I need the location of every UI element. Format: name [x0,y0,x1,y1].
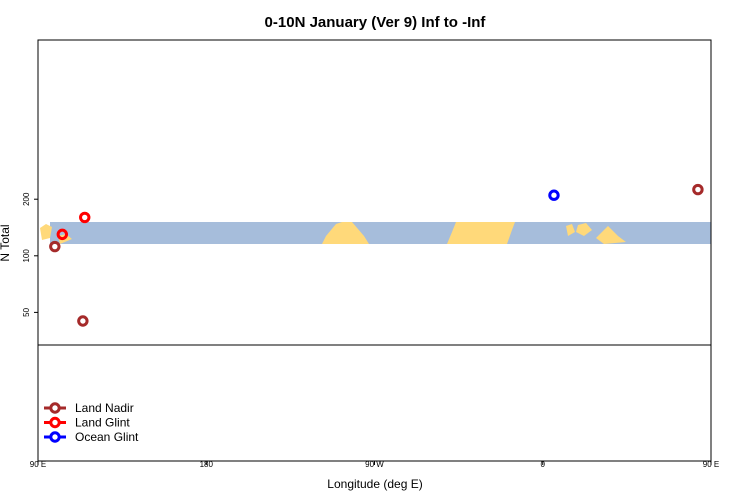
y-axis-ticks: 50010002000500010000200005000050100200 [22,192,38,317]
legend-label-land-nadir: Land Nadir [75,401,134,415]
map-land-1 [322,222,369,244]
x-axis-label: Longitude (deg E) [327,477,422,491]
legend-marker-land-nadir [49,402,61,414]
x-tick-label: 180 [200,460,214,469]
x-axis-ticks: 90 E 180 90 W 0 90 E [30,460,719,469]
point-land-glint [79,211,91,224]
legend-label-ocean-glint: Ocean Glint [75,430,139,444]
world-map-strip [40,222,711,244]
map-land-6 [596,226,626,244]
point-land-nadir [746,317,750,325]
x-tick-label: 90 E [30,460,46,469]
x-tick-label: 90 E [703,460,719,469]
point-land-nadir [49,240,61,253]
chart-title: 0-10N January (Ver 9) Inf to -Inf [265,14,487,31]
legend-marker-land-glint [49,416,61,429]
plot-frame [37,39,712,462]
point-ocean-glint [548,189,560,201]
point-land-nadir [727,242,735,250]
map-ocean [50,222,711,244]
point-land-nadir [77,315,89,327]
map-land-5 [576,223,592,236]
point-land-glint [731,230,739,238]
legend-label-land-glint: Land Glint [75,416,130,430]
legend-marker-ocean-glint [49,431,61,443]
y-tick-label: 200 [22,192,31,206]
map-land-3 [40,224,52,240]
plot-border [37,39,712,462]
map-land-7 [566,224,575,236]
point-land-nadir [692,183,704,196]
x-tick-label: 0 [541,460,546,469]
y-tick-label: 50 [22,307,31,316]
map-land-2 [447,222,515,244]
data-points [49,183,750,327]
y-axis-label: N Total [0,224,12,261]
y-tick-label: 100 [22,249,31,263]
x-tick-label: 90 W [365,460,384,469]
point-land-glint [56,228,69,241]
